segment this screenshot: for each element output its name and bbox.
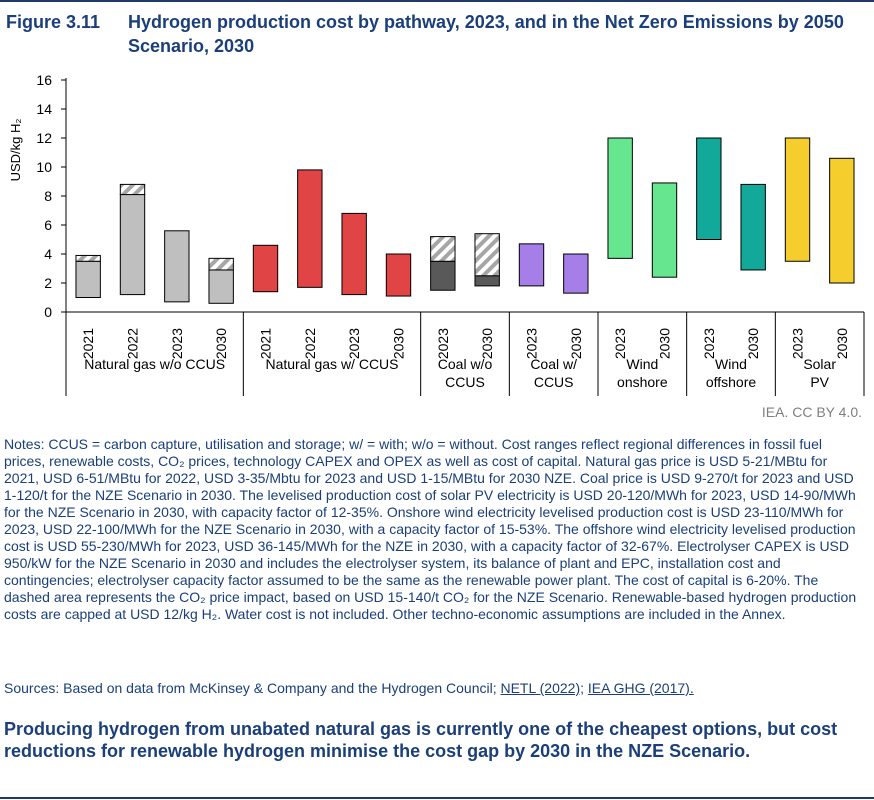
bar-base-range (341, 212, 367, 296)
bar-base-range (297, 169, 323, 288)
bar-base-range (430, 260, 456, 291)
x-year-label: 2030 (568, 328, 584, 359)
x-year-label: 2023 (701, 328, 717, 359)
y-tick-label: 12 (36, 130, 52, 146)
x-group-label: Wind (626, 356, 658, 372)
x-group-label: Coal w/ (530, 356, 577, 372)
bar-co2-price-segment (75, 254, 101, 262)
x-group-label: Natural gas w/o CCUS (84, 356, 225, 372)
bar-base-range (119, 194, 146, 296)
bar-base-range (740, 183, 766, 271)
y-axis-label: USD/kg H₂ (8, 119, 23, 182)
bar-base-range (164, 230, 190, 303)
y-tick-label: 16 (36, 72, 52, 88)
y-tick-label: 2 (44, 275, 52, 291)
bar-base-range (696, 137, 722, 240)
summary-statement: Producing hydrogen from unabated natural… (4, 719, 838, 761)
bar-base-range (208, 269, 234, 304)
bar-base-range (252, 244, 279, 293)
x-group-label: Solar (803, 356, 836, 372)
bars-layer (75, 137, 855, 304)
x-group-label: Wind (715, 356, 747, 372)
bar-base-range (607, 137, 633, 259)
bottom-rule (0, 797, 874, 799)
x-year-label: 2023 (790, 328, 806, 359)
x-year-label: 2030 (213, 328, 229, 359)
bar-co2-price-segment (430, 236, 456, 262)
y-tick-label: 10 (36, 159, 52, 175)
y-tick-label: 4 (44, 246, 52, 262)
x-group-label: offshore (706, 374, 757, 390)
x-group-label: CCUS (445, 374, 485, 390)
notes-paragraph: Notes: CCUS = carbon capture, utilisatio… (4, 436, 857, 622)
bar-base-range (784, 137, 811, 262)
range-bar-chart: USD/kg H₂ 0 2 4 6 8 10 12 14 16 2021 2022 2023 2030… (8, 72, 865, 396)
x-group-label: PV (810, 374, 829, 390)
bar-co2-price-segment (208, 257, 234, 271)
bar-base-range (518, 243, 545, 287)
bar-base-range (829, 157, 855, 284)
y-tick-label: 0 (44, 304, 52, 320)
bar-base-range (563, 253, 589, 294)
netl-link[interactable]: NETL (2022); (500, 680, 584, 696)
x-year-label: 2030 (657, 328, 673, 359)
x-year-label: 2023 (612, 328, 628, 359)
x-year-label: 2022 (125, 328, 141, 359)
y-tick-label: 14 (36, 101, 52, 117)
x-year-label: 2023 (435, 328, 451, 359)
figure-title-text: Hydrogen production cost by pathway, 202… (128, 12, 844, 56)
x-year-label: 2021 (80, 328, 96, 359)
x-year-label: 2021 (258, 328, 274, 359)
sources-line: Sources: Based on data from McKinsey & C… (4, 680, 866, 697)
x-year-label: 2030 (745, 328, 761, 359)
figure-number: Figure 3.11 (6, 12, 101, 32)
bar-base-range (385, 253, 412, 297)
x-year-label: 2023 (524, 328, 540, 359)
bar-base-range (75, 260, 101, 298)
credit-line: IEA. CC BY 4.0. (761, 404, 862, 420)
x-group-label: onshore (617, 374, 668, 390)
y-tick-label: 8 (44, 188, 52, 204)
x-year-label: 2030 (834, 328, 850, 359)
y-tick-label: 6 (44, 217, 52, 233)
bar-base-range (651, 182, 678, 278)
x-year-label: 2023 (346, 328, 362, 359)
x-year-label: 2030 (391, 328, 407, 359)
x-year-label: 2022 (302, 328, 318, 359)
x-year-label: 2030 (479, 328, 495, 359)
x-group-label: Coal w/o (438, 356, 493, 372)
x-group-label: Natural gas w/ CCUS (265, 356, 398, 372)
bar-base-range (474, 275, 500, 287)
iea-ghg-link[interactable]: IEA GHG (2017). (587, 680, 694, 696)
x-group-label: CCUS (534, 374, 574, 390)
bar-co2-price-segment (474, 233, 500, 277)
x-year-label: 2023 (169, 328, 185, 359)
sources-prefix: Sources: Based on data from McKinsey & C… (4, 680, 501, 696)
y-axis: 0 2 4 6 8 10 12 14 16 (36, 72, 67, 320)
bar-co2-price-segment (119, 183, 146, 196)
top-rule (0, 0, 874, 2)
